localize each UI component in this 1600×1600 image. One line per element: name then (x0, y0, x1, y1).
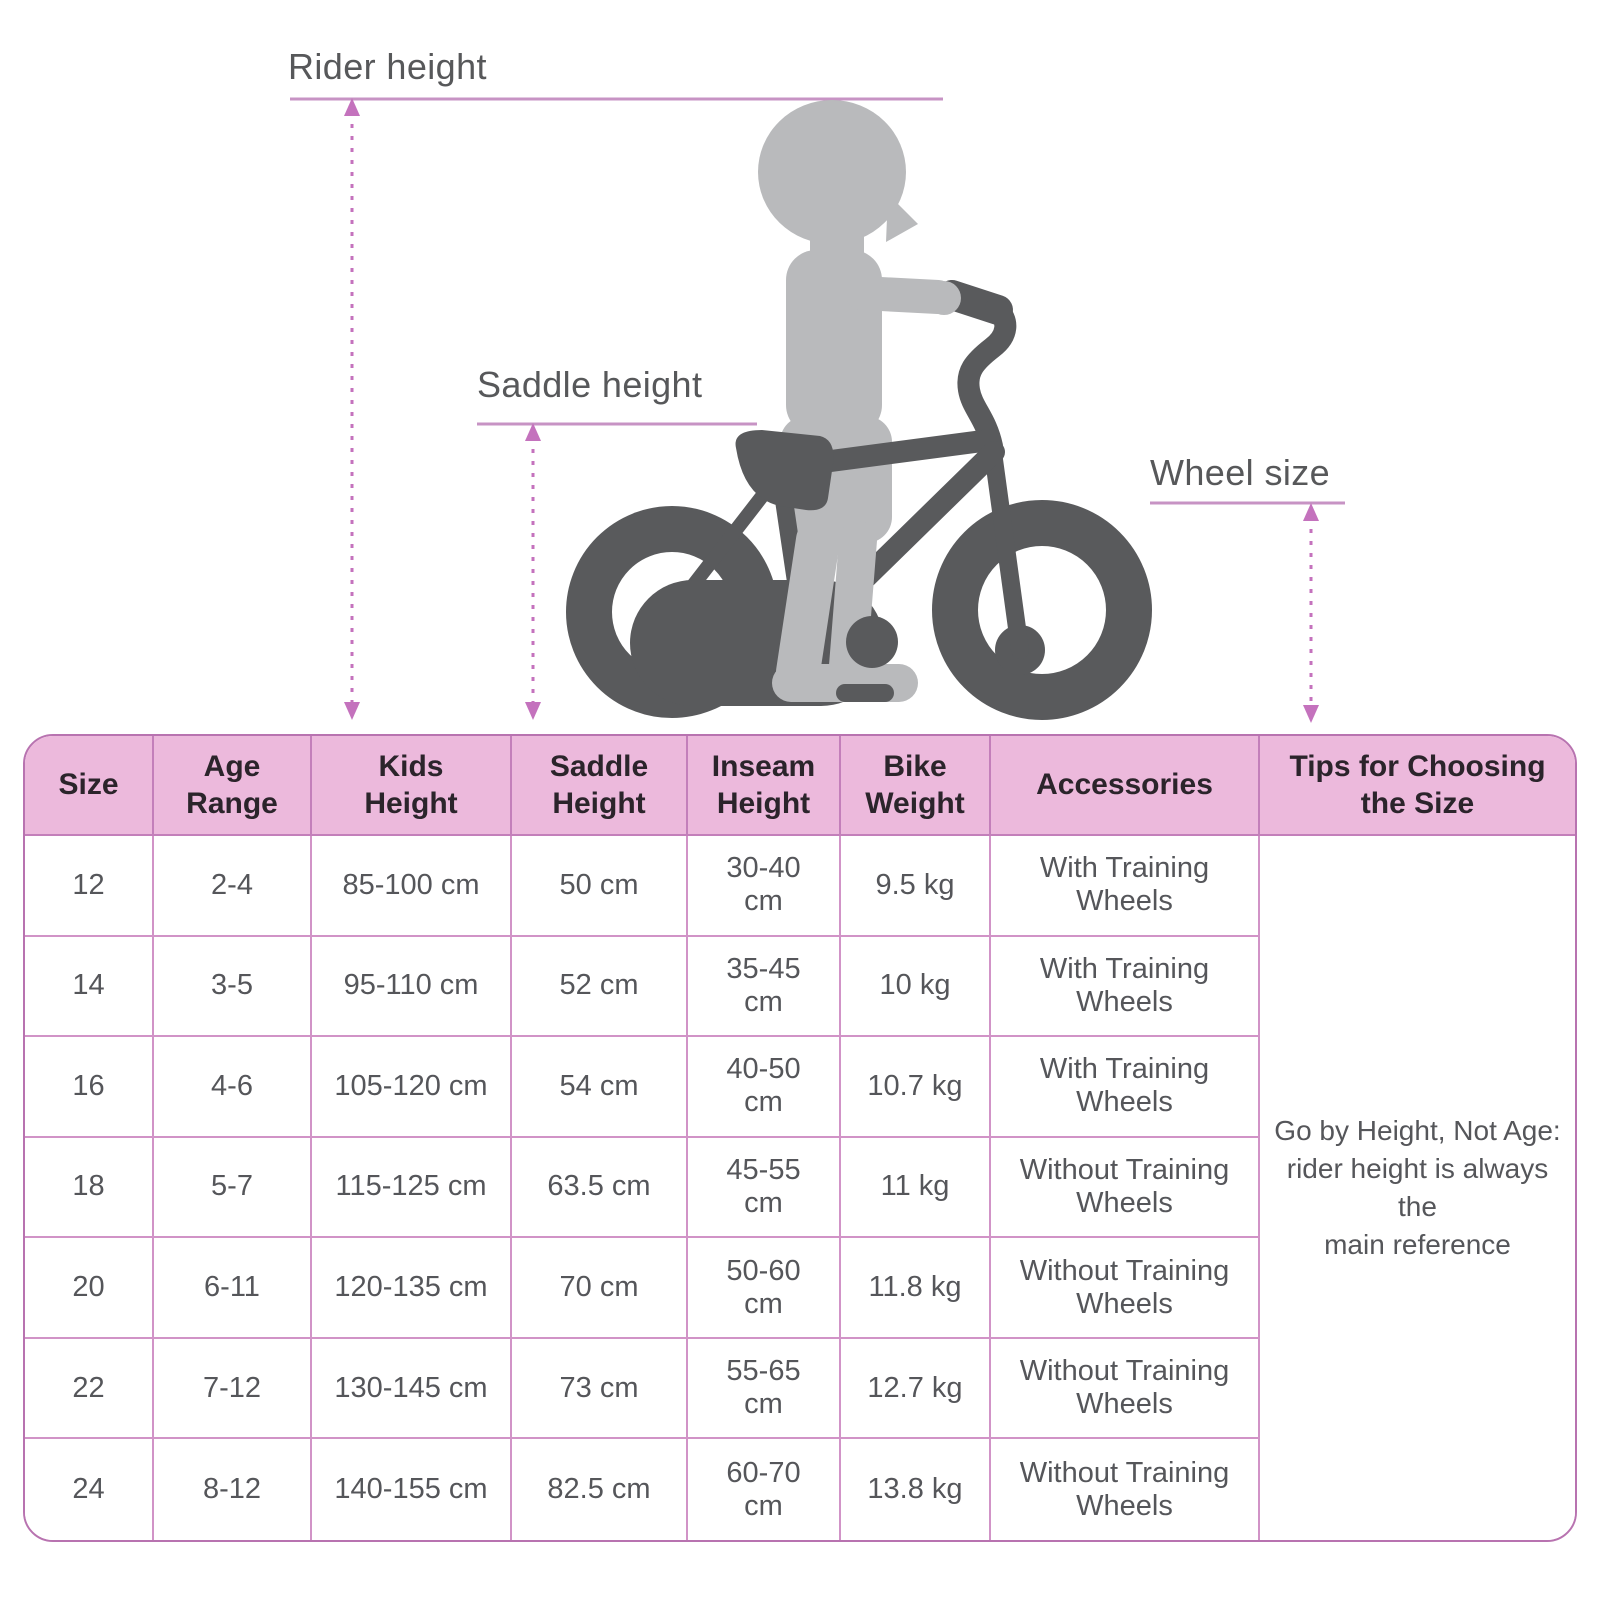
cell-weight: 12.7 kg (841, 1338, 991, 1440)
cell-size: 12 (25, 836, 154, 937)
cell-inseam: 30-40 cm (688, 836, 841, 937)
cell-kids-height: 140-155 cm (312, 1439, 512, 1540)
cell-accessories: Without Training Wheels (991, 1338, 1260, 1440)
cell-inseam: 35-45 cm (688, 936, 841, 1038)
cell-saddle-height: 70 cm (512, 1238, 688, 1339)
cell-weight: 11 kg (841, 1137, 991, 1239)
header-tips: Tips for Choosing the Size (1260, 736, 1575, 836)
cell-age: 6-11 (154, 1238, 312, 1339)
rider-height-label: Rider height (288, 46, 487, 87)
cell-size: 24 (25, 1439, 154, 1540)
wheel-size-label: Wheel size (1150, 452, 1331, 493)
cell-inseam: 55-65 cm (688, 1338, 841, 1440)
cell-weight: 9.5 kg (841, 836, 991, 937)
cell-saddle-height: 50 cm (512, 836, 688, 937)
cell-accessories: With Training Wheels (991, 1037, 1260, 1138)
cell-size: 22 (25, 1338, 154, 1440)
cell-age: 3-5 (154, 936, 312, 1038)
cell-inseam: 60-70 cm (688, 1439, 841, 1540)
cell-kids-height: 105-120 cm (312, 1037, 512, 1138)
size-chart-table: Size Age Range Kids Height Saddle Height… (23, 734, 1577, 1542)
cell-inseam: 45-55 cm (688, 1137, 841, 1239)
cell-weight: 13.8 kg (841, 1439, 991, 1540)
cell-size: 18 (25, 1137, 154, 1239)
cell-age: 2-4 (154, 836, 312, 937)
header-age-range: Age Range (154, 736, 312, 836)
cell-saddle-height: 52 cm (512, 936, 688, 1038)
cell-age: 7-12 (154, 1338, 312, 1440)
cell-kids-height: 85-100 cm (312, 836, 512, 937)
header-accessories: Accessories (991, 736, 1260, 836)
cell-accessories: Without Training Wheels (991, 1439, 1260, 1540)
cell-kids-height: 95-110 cm (312, 936, 512, 1038)
cell-accessories: Without Training Wheels (991, 1238, 1260, 1339)
cell-saddle-height: 63.5 cm (512, 1137, 688, 1239)
cell-weight: 11.8 kg (841, 1238, 991, 1339)
cell-size: 16 (25, 1037, 154, 1138)
saddle-height-line (477, 422, 757, 720)
saddle-height-label: Saddle height (477, 364, 703, 405)
header-size: Size (25, 736, 154, 836)
cell-age: 4-6 (154, 1037, 312, 1138)
cell-accessories: Without Training Wheels (991, 1137, 1260, 1239)
cell-inseam: 50-60 cm (688, 1238, 841, 1339)
header-bike-weight: Bike Weight (841, 736, 991, 836)
cell-kids-height: 130-145 cm (312, 1338, 512, 1440)
cell-saddle-height: 73 cm (512, 1338, 688, 1440)
cell-inseam: 40-50 cm (688, 1037, 841, 1138)
cell-size: 20 (25, 1238, 154, 1339)
bike-size-illustration (290, 97, 1345, 723)
cell-accessories: With Training Wheels (991, 836, 1260, 937)
header-saddle-height: Saddle Height (512, 736, 688, 836)
header-inseam-height: Inseam Height (688, 736, 841, 836)
cell-age: 5-7 (154, 1137, 312, 1239)
tips-cell: Go by Height, Not Age: rider height is a… (1260, 836, 1575, 1540)
bike-crank (836, 616, 898, 702)
cell-weight: 10.7 kg (841, 1037, 991, 1138)
cell-weight: 10 kg (841, 936, 991, 1038)
cell-kids-height: 115-125 cm (312, 1137, 512, 1239)
rider-height-line (290, 97, 943, 720)
cell-saddle-height: 54 cm (512, 1037, 688, 1138)
cell-kids-height: 120-135 cm (312, 1238, 512, 1339)
header-kids-height: Kids Height (312, 736, 512, 836)
cell-accessories: With Training Wheels (991, 936, 1260, 1038)
cell-size: 14 (25, 936, 154, 1038)
cell-age: 8-12 (154, 1439, 312, 1540)
cell-saddle-height: 82.5 cm (512, 1439, 688, 1540)
wheel-size-line (1150, 501, 1345, 723)
